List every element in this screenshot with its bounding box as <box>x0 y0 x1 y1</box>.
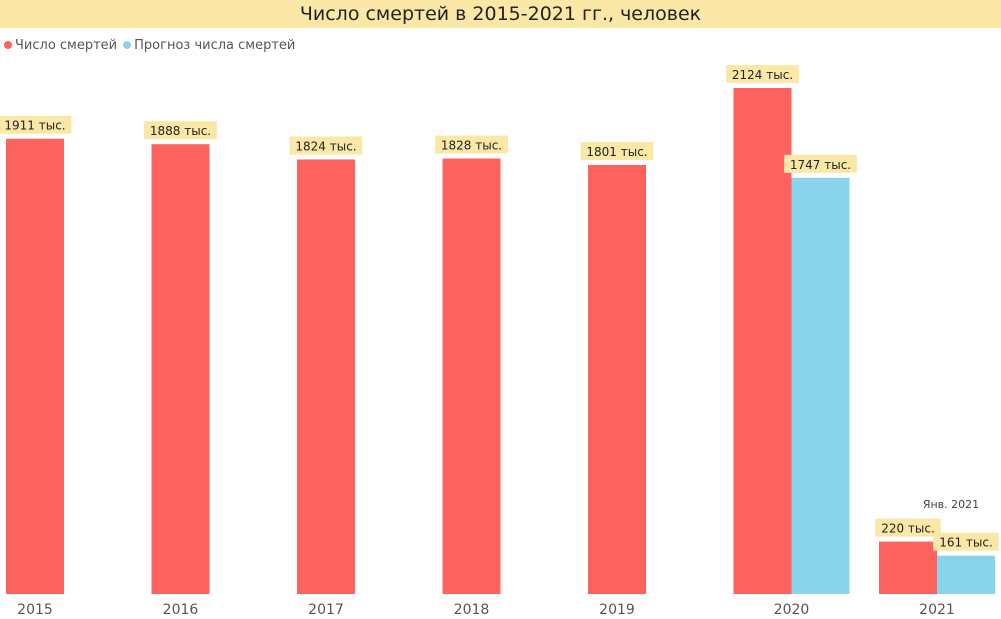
data-label-forecast-2020-text: 1747 тыс. <box>790 158 851 172</box>
data-label-deaths-2021-background <box>875 518 941 537</box>
bar-deaths-2020[interactable] <box>733 88 792 594</box>
data-label-deaths-2019-text: 1801 тыс. <box>586 145 647 159</box>
data-label-deaths-2016: 1888 тыс. <box>144 121 217 140</box>
legend-item-forecast[interactable]: Прогноз числа смертей <box>123 38 295 53</box>
data-label-deaths-2020: 2124 тыс. <box>726 65 799 83</box>
legend-marker-forecast <box>123 41 132 49</box>
bar-deaths-2019[interactable] <box>588 164 646 594</box>
data-label-forecast-2021: 161 тыс. <box>933 532 999 551</box>
data-label-deaths-2018: 1828 тыс. <box>435 135 508 154</box>
bar-forecast-2021[interactable] <box>937 555 995 594</box>
data-label-deaths-2016-text: 1888 тыс. <box>150 124 211 138</box>
legend-item-deaths[interactable]: Число смертей <box>4 38 117 53</box>
annotation-2021: Янв. 2021 <box>923 498 979 511</box>
bar-deaths-2015[interactable] <box>6 138 64 595</box>
data-label-deaths-2019: 1801 тыс. <box>580 141 654 160</box>
x-tick-label-2017: 2017 <box>308 602 344 618</box>
data-label-deaths-2021-text: 220 тыс. <box>881 522 935 536</box>
legend-label-deaths: Число смертей <box>15 37 118 53</box>
bar-deaths-2017[interactable] <box>297 159 355 594</box>
data-label-deaths-2018-background <box>435 135 508 154</box>
data-label-deaths-2015: 1911 тыс. <box>0 115 72 134</box>
data-label-forecast-2020: 1747 тыс. <box>784 154 857 173</box>
data-label-deaths-2016-background <box>144 121 217 140</box>
x-tick-label-2015: 2015 <box>17 602 53 618</box>
x-tick-label-2016: 2016 <box>163 602 199 618</box>
data-label-forecast-2021-text: 161 тыс. <box>939 536 993 550</box>
bar-deaths-2018[interactable] <box>442 158 501 595</box>
data-label-deaths-2020-text: 2124 тыс. <box>732 68 793 82</box>
bar-deaths-2016[interactable] <box>151 144 210 594</box>
data-label-deaths-2021: 220 тыс. <box>875 518 941 537</box>
data-label-forecast-2021-background <box>933 532 999 551</box>
x-tick-label-2019: 2019 <box>599 602 635 618</box>
x-tick-label-2018: 2018 <box>454 602 490 618</box>
data-label-deaths-2017-text: 1824 тыс. <box>295 139 356 153</box>
data-label-deaths-2020-background <box>726 65 799 83</box>
chart-title: Число смертей в 2015-2021 гг., человек <box>0 0 1001 28</box>
x-tick-label-2020: 2020 <box>774 602 810 618</box>
bar-forecast-2020[interactable] <box>791 177 850 594</box>
chart-legend: Число смертей Прогноз числа смертей <box>4 36 301 54</box>
data-label-deaths-2015-background <box>0 115 72 134</box>
x-tick-label-2021: 2021 <box>919 602 955 618</box>
data-label-deaths-2019-background <box>580 141 654 160</box>
data-label-deaths-2018-text: 1828 тыс. <box>441 139 502 153</box>
data-label-deaths-2017-background <box>289 136 363 155</box>
data-label-deaths-2017: 1824 тыс. <box>289 136 363 155</box>
data-label-deaths-2015-text: 1911 тыс. <box>4 119 65 133</box>
data-label-forecast-2020-background <box>784 154 857 173</box>
legend-label-forecast: Прогноз числа смертей <box>134 37 296 53</box>
legend-marker-deaths <box>4 41 12 49</box>
bar-deaths-2021[interactable] <box>879 541 937 594</box>
